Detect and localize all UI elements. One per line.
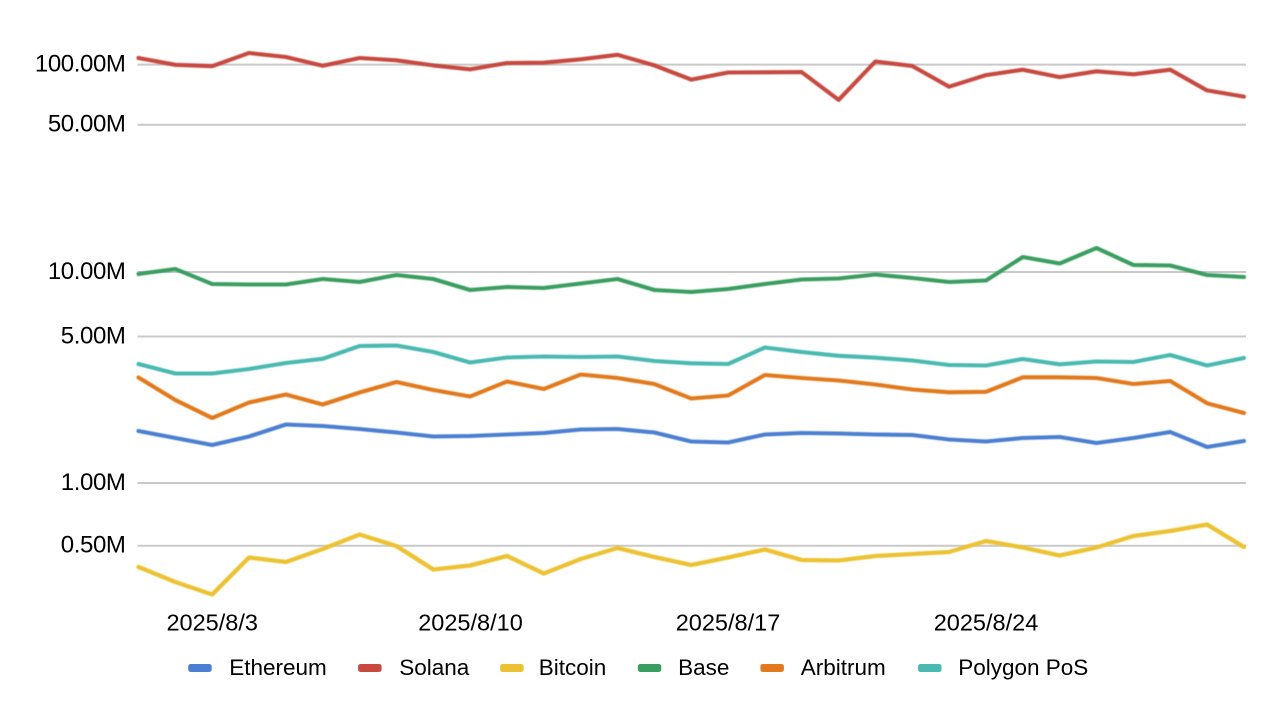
svg-text:2025/8/24: 2025/8/24 (934, 610, 1039, 636)
svg-text:Polygon PoS: Polygon PoS (958, 655, 1088, 680)
svg-text:Base: Base (678, 655, 729, 680)
svg-text:100.00M: 100.00M (35, 51, 126, 78)
svg-text:2025/8/3: 2025/8/3 (166, 610, 257, 636)
svg-text:5.00M: 5.00M (61, 323, 126, 350)
svg-text:2025/8/17: 2025/8/17 (676, 610, 781, 636)
svg-text:50.00M: 50.00M (48, 111, 126, 138)
svg-text:Solana: Solana (399, 655, 470, 680)
svg-text:Arbitrum: Arbitrum (801, 655, 886, 680)
svg-text:0.50M: 0.50M (61, 532, 126, 559)
svg-text:10.00M: 10.00M (48, 258, 126, 285)
svg-text:1.00M: 1.00M (61, 469, 126, 496)
svg-text:Bitcoin: Bitcoin (539, 655, 607, 680)
svg-text:Ethereum: Ethereum (229, 655, 327, 680)
svg-text:2025/8/10: 2025/8/10 (418, 610, 523, 636)
